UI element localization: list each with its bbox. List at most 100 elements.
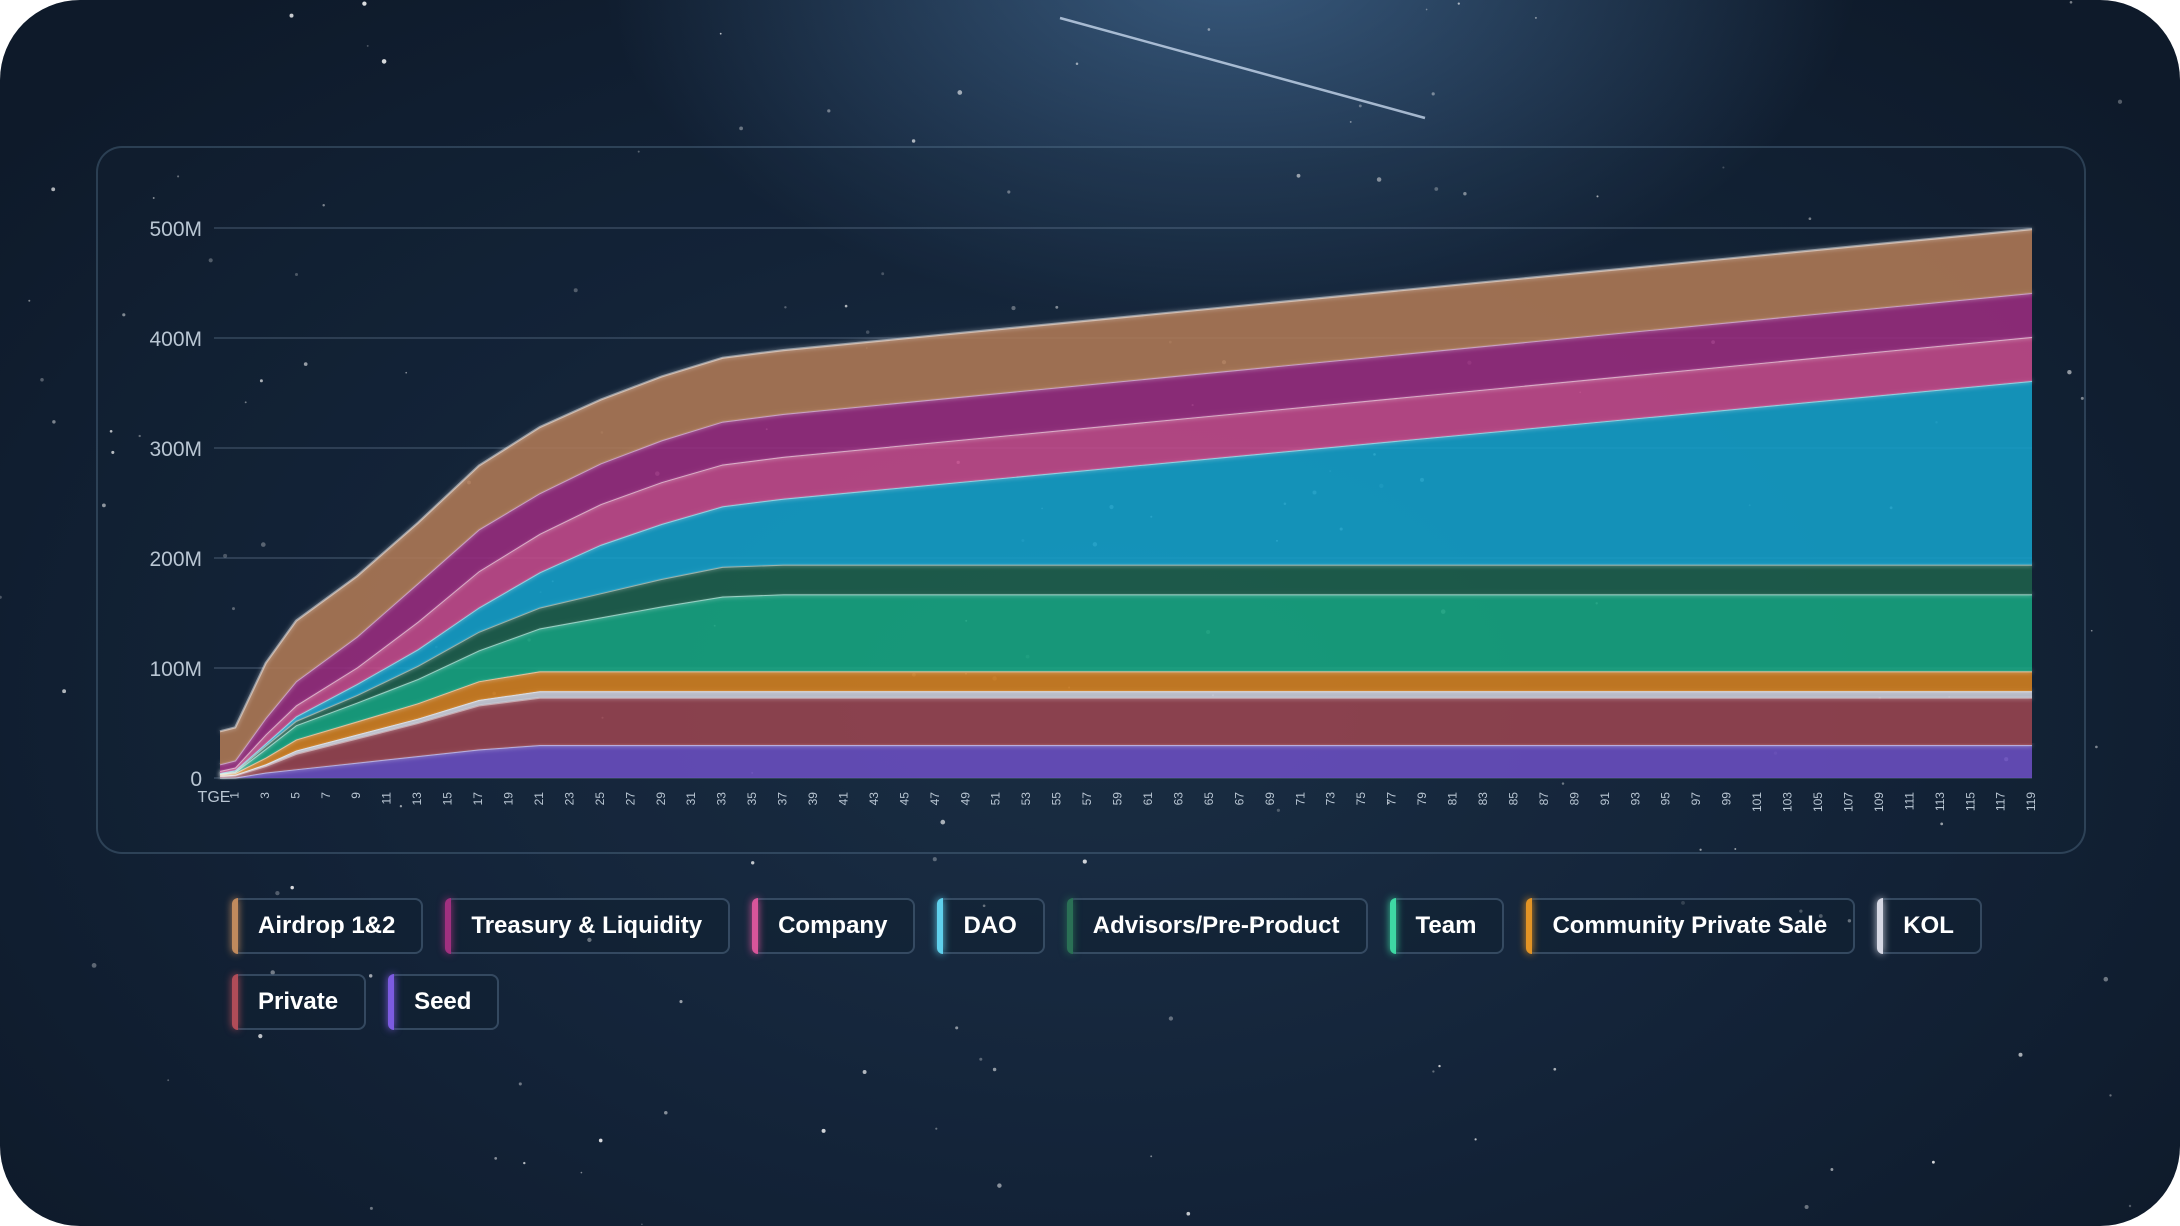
star [881,272,885,276]
x-tick-label: 113 [1933,792,1947,811]
star [1349,120,1352,123]
star [2133,5,2136,8]
x-tick-label: 59 [1111,792,1125,806]
star [366,44,369,47]
x-tick-label: 39 [806,792,820,806]
area-series-private[interactable] [220,697,2032,778]
y-tick-label: 0 [190,768,202,791]
star [911,139,916,143]
star [494,1157,498,1160]
star [784,306,787,309]
star [1808,217,1812,221]
x-tick-label: 11 [380,792,394,805]
star [862,1070,867,1074]
star [2018,1052,2023,1057]
x-tick-label: 83 [1476,792,1490,806]
legend-item-airdrop-1-2[interactable]: Airdrop 1&2 [232,898,424,954]
legend-item-label: Seed [414,988,472,1015]
star [1387,801,1390,805]
star [1055,305,1059,309]
x-tick-label: 87 [1537,792,1551,806]
x-tick-label: 51 [989,792,1003,806]
star [1830,1168,1834,1171]
x-tick-label: 69 [1263,792,1277,806]
area-series-airdrop-1-2[interactable] [220,229,2032,765]
star [1474,1138,1477,1141]
star [827,109,831,113]
legend-item-label: Company [778,912,888,939]
x-tick-label: 29 [654,792,668,806]
star [2128,1204,2132,1208]
area-series-community-private-sale[interactable] [220,671,2032,776]
star [1734,848,1737,850]
star [362,1,367,6]
shooting-star [1059,16,1426,120]
area-series-team[interactable] [220,594,2032,775]
x-tick-label: 25 [593,792,607,806]
x-tick-label: 85 [1506,792,1520,806]
star [111,450,115,454]
area-series-advisors-pre-product[interactable] [220,564,2032,774]
legend-item-kol[interactable]: KOL [1877,898,1982,954]
star [641,1223,643,1226]
star [573,288,578,293]
legend-item-label: Private [258,988,339,1015]
legend-item-advisors-pre-product[interactable]: Advisors/Pre-Product [1066,898,1368,954]
legend-color-swatch [937,898,944,954]
star [1438,1064,1441,1068]
star [52,420,56,424]
x-tick-label: 47 [928,792,942,806]
y-tick-label: 400M [149,328,202,351]
x-tick-label: 37 [776,792,790,806]
star [979,1057,983,1061]
x-tick-label: 17 [471,792,485,806]
y-tick-label: 300M [149,438,202,461]
star [751,861,755,865]
legend-item-treasury-liquidity[interactable]: Treasury & Liquidity [445,898,731,954]
star [1561,782,1565,785]
star [955,1026,959,1030]
legend-item-company[interactable]: Company [752,898,916,954]
star [303,362,308,366]
star [865,330,870,334]
chart-legend: Airdrop 1&2 Treasury & Liquidity Company DA… [232,898,2012,1030]
star [2069,0,2073,4]
x-tick-label: 1 [227,792,241,799]
x-tick-label: 65 [1202,792,1216,806]
x-tick-label: 7 [319,792,333,799]
star [739,126,743,131]
star [1553,1067,1557,1071]
star [1075,62,1079,66]
x-tick-label: 75 [1354,792,1368,806]
x-tick-label: 79 [1415,792,1429,806]
star [2109,1094,2112,1097]
x-tick-label: 45 [897,792,911,806]
x-tick-label: 99 [1720,792,1734,806]
star [523,1161,526,1165]
star [1276,808,1280,812]
legend-item-label: DAO [963,912,1017,939]
star [664,1111,668,1115]
x-tick-label: 33 [715,792,729,806]
legend-item-seed[interactable]: Seed [388,974,500,1030]
star [6,1197,10,1202]
x-tick-label: 5 [288,792,302,799]
star [2117,99,2123,104]
star [1082,859,1087,864]
legend-item-community-private-sale[interactable]: Community Private Sale [1526,898,1856,954]
chart-panel: 0 100M 200M 300M 400M 500M TGE 1 3 5 7 9 11 13 15 17 19 2… [96,146,2086,854]
star [289,13,294,18]
area-series-treasury-liquidity[interactable] [220,292,2032,771]
area-series-seed[interactable] [220,745,2032,778]
legend-item-private[interactable]: Private [232,974,367,1030]
area-series-dao[interactable] [220,380,2032,774]
legend-item-dao[interactable]: DAO [937,898,1045,954]
legend-color-swatch [232,974,238,1030]
x-tick-label: 81 [1446,792,1460,806]
legend-item-team[interactable]: Team [1389,898,1505,954]
star [1596,195,1599,198]
x-tick-label: 109 [1872,792,1886,812]
star [275,890,280,896]
legend-item-label: Community Private Sale [1552,912,1828,939]
